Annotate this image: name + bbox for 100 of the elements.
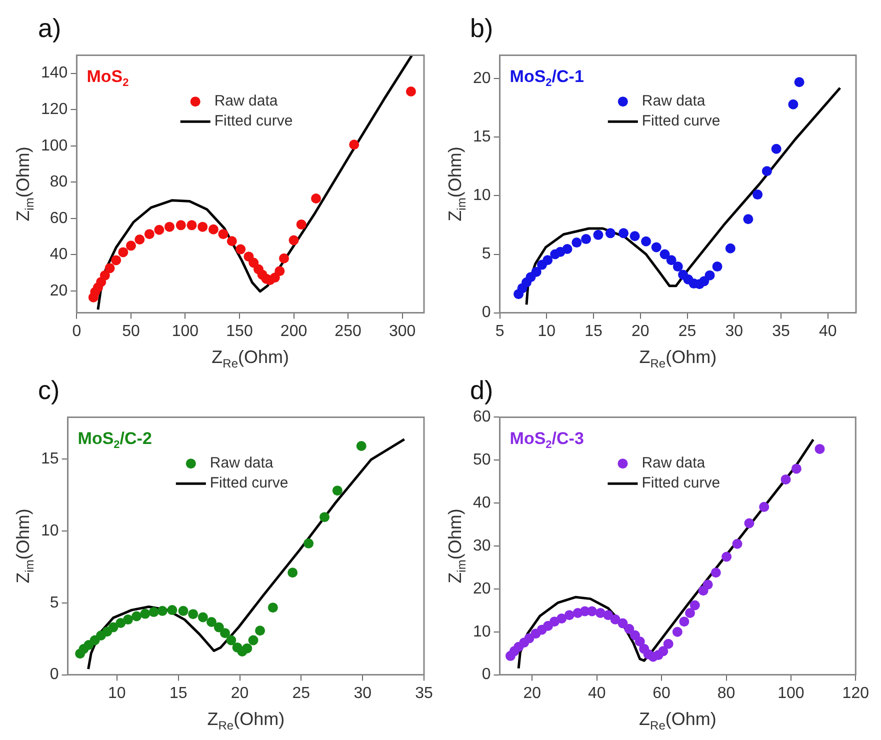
y-tick-label: 10 — [473, 623, 491, 640]
y-tick-label: 40 — [473, 494, 491, 512]
point — [218, 229, 228, 240]
point — [814, 444, 825, 454]
legend-label: Raw data — [214, 92, 278, 110]
point — [320, 512, 330, 522]
point — [188, 609, 198, 620]
point — [176, 220, 186, 230]
point — [100, 270, 110, 280]
point — [679, 616, 690, 627]
point — [198, 612, 208, 622]
x-tick-label: 60 — [652, 684, 671, 702]
point — [762, 166, 772, 176]
legend-label: Fitted curve — [210, 474, 288, 492]
point — [122, 614, 133, 625]
legend-label: Raw data — [642, 92, 706, 110]
point — [132, 611, 142, 622]
y-tick-label: 15 — [41, 450, 59, 468]
point — [732, 538, 742, 549]
y-tick-label: 80 — [50, 174, 68, 191]
point — [164, 222, 174, 232]
x-tick-label: 300 — [388, 322, 416, 340]
chart-title: d) — [470, 374, 494, 405]
y-tick-label: 50 — [473, 452, 491, 469]
point — [288, 235, 299, 246]
x-tick-label: 30 — [725, 322, 744, 340]
point — [126, 240, 136, 251]
y-tick-label: 10 — [473, 187, 491, 204]
point — [672, 626, 682, 637]
point — [531, 266, 542, 277]
point — [356, 440, 366, 451]
point — [542, 255, 553, 266]
y-tick-label: 30 — [473, 537, 491, 554]
point — [634, 636, 645, 647]
point — [140, 608, 150, 619]
x-tick-label: 40 — [588, 684, 606, 702]
x-tick-label: 40 — [818, 322, 837, 340]
x-tick-label: 20 — [523, 684, 542, 702]
point — [710, 568, 721, 578]
x-tick-label: 250 — [334, 322, 362, 340]
point — [562, 244, 572, 254]
x-tick-label: 35 — [415, 684, 433, 702]
point — [672, 262, 683, 272]
chart-title: a) — [38, 12, 62, 43]
chart-title: c) — [38, 374, 60, 405]
point — [274, 266, 285, 276]
legend-label: Raw data — [642, 454, 706, 472]
x-tick-label: 35 — [772, 322, 790, 340]
y-tick-label: 120 — [40, 101, 68, 118]
x-tick-label: 20 — [632, 322, 650, 340]
point — [242, 643, 252, 654]
x-tick-label: 100 — [778, 684, 804, 702]
legend-label: Fitted curve — [642, 112, 720, 130]
point — [572, 238, 582, 248]
point — [702, 580, 713, 590]
point — [743, 214, 754, 224]
point — [220, 628, 230, 638]
y-tick-label: 100 — [40, 137, 68, 154]
y-tick-label: 10 — [41, 522, 59, 540]
point — [406, 86, 416, 96]
x-tick-label: 25 — [678, 322, 696, 340]
point — [198, 222, 208, 232]
y-axis-title: Zim(Ohm) — [444, 146, 469, 222]
y-tick-label: 60 — [50, 210, 68, 227]
point — [206, 616, 217, 627]
x-tick-label: 20 — [230, 684, 249, 702]
point — [641, 236, 652, 246]
point — [296, 219, 306, 230]
point — [349, 140, 360, 150]
point — [712, 262, 722, 272]
point — [788, 99, 798, 110]
x-tick-label: 5 — [495, 322, 504, 340]
point — [610, 614, 620, 624]
point — [586, 606, 597, 616]
y-axis-title: Zim(Ohm) — [444, 508, 469, 584]
point — [226, 635, 236, 646]
x-tick-label: 50 — [122, 322, 140, 340]
point — [605, 228, 616, 238]
point — [311, 194, 322, 204]
point — [214, 622, 224, 632]
point — [794, 77, 804, 88]
x-tick-label: 150 — [226, 322, 253, 340]
point — [744, 518, 754, 528]
x-tick-label: 10 — [108, 684, 126, 702]
y-tick-label: 140 — [40, 64, 68, 82]
y-axis-title: Zim(Ohm) — [12, 508, 37, 584]
point — [278, 253, 289, 264]
legend-label: Fitted curve — [642, 474, 720, 492]
point — [186, 220, 197, 230]
point — [618, 618, 628, 628]
point — [304, 538, 314, 548]
x-tick-label: 15 — [169, 684, 188, 702]
x-tick-label: 120 — [842, 684, 870, 702]
point — [154, 224, 164, 235]
point — [148, 607, 159, 618]
y-tick-label: 20 — [50, 282, 68, 300]
x-tick-label: 15 — [584, 322, 603, 340]
point — [759, 502, 770, 512]
point — [108, 622, 118, 632]
legend-label: Fitted curve — [214, 112, 293, 130]
